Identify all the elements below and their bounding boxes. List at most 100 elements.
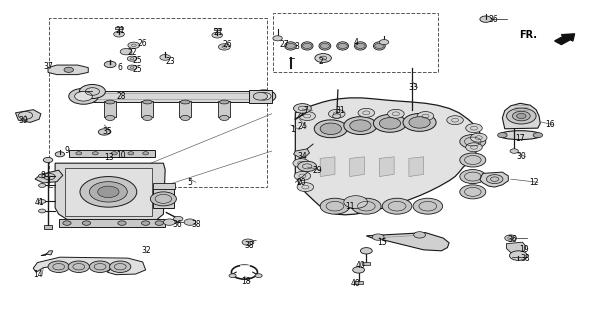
Polygon shape [295,98,481,215]
Bar [273,13,438,72]
Circle shape [329,109,345,118]
Polygon shape [294,149,310,157]
Text: 30: 30 [517,152,527,161]
Text: 21: 21 [116,27,125,36]
Circle shape [111,152,117,155]
Circle shape [98,186,119,197]
Text: 36: 36 [489,15,499,24]
Ellipse shape [374,42,385,50]
Circle shape [104,61,116,68]
Circle shape [106,116,115,121]
Circle shape [212,32,222,38]
Circle shape [417,112,433,121]
Circle shape [512,111,530,121]
Bar [142,101,154,117]
Text: 23: 23 [165,57,175,66]
Circle shape [460,185,486,199]
Text: 35: 35 [103,127,112,136]
Bar [44,225,52,228]
Text: 40: 40 [356,261,365,270]
Circle shape [338,44,347,49]
Circle shape [120,49,132,55]
Circle shape [155,221,164,225]
Circle shape [486,175,503,184]
Bar [116,27,123,29]
Circle shape [80,177,137,207]
Circle shape [39,199,46,203]
Polygon shape [480,172,508,187]
Polygon shape [320,157,335,177]
Polygon shape [506,242,526,253]
Text: 25: 25 [132,65,142,74]
Circle shape [68,261,90,272]
Bar [249,90,272,103]
Text: 37: 37 [43,61,53,70]
Text: 41: 41 [34,197,44,206]
Circle shape [75,92,93,101]
Ellipse shape [219,100,229,104]
Bar [154,189,174,208]
Bar [179,101,191,117]
Circle shape [64,67,74,72]
Text: 34: 34 [298,152,307,161]
Text: 28: 28 [117,92,126,101]
Circle shape [480,16,492,22]
Circle shape [98,129,110,135]
Ellipse shape [106,100,115,104]
Text: 10: 10 [116,151,126,160]
Text: 12: 12 [529,178,538,187]
Circle shape [257,92,271,100]
Ellipse shape [337,42,349,50]
Circle shape [460,134,486,148]
Text: 19: 19 [519,245,528,254]
Text: FR.: FR. [519,30,537,40]
Circle shape [294,172,311,180]
Circle shape [375,44,384,49]
Circle shape [414,232,425,238]
Circle shape [352,198,381,214]
Circle shape [388,109,404,118]
Text: 20: 20 [296,179,306,188]
Circle shape [218,44,230,50]
Circle shape [533,132,543,138]
Ellipse shape [319,42,331,50]
Polygon shape [154,183,175,189]
Circle shape [413,198,442,214]
Bar [104,101,116,117]
Circle shape [460,153,486,167]
Polygon shape [33,257,146,275]
Bar [59,219,165,227]
Ellipse shape [180,100,190,104]
Circle shape [297,183,314,192]
Circle shape [143,152,149,155]
Circle shape [143,116,152,121]
Circle shape [350,120,371,131]
Circle shape [358,108,375,117]
Ellipse shape [285,42,296,50]
Bar [213,28,221,30]
Text: 32: 32 [142,246,151,255]
Text: 5: 5 [187,178,192,187]
Circle shape [380,118,401,129]
Circle shape [127,56,137,61]
Text: 1: 1 [291,125,295,134]
Circle shape [253,92,267,100]
Text: 39: 39 [18,116,28,125]
Circle shape [293,159,310,168]
Text: 6: 6 [117,63,122,72]
Circle shape [372,234,384,240]
Polygon shape [15,110,41,123]
Circle shape [128,42,140,49]
Circle shape [164,219,175,225]
Bar [355,281,363,284]
Polygon shape [380,157,394,177]
Circle shape [79,84,106,99]
Ellipse shape [355,42,366,50]
Text: 29: 29 [313,166,322,175]
Circle shape [242,239,254,245]
Circle shape [229,274,236,277]
Text: 13: 13 [104,153,114,162]
Text: 22: 22 [127,48,137,57]
Circle shape [219,116,229,121]
Circle shape [76,152,82,155]
